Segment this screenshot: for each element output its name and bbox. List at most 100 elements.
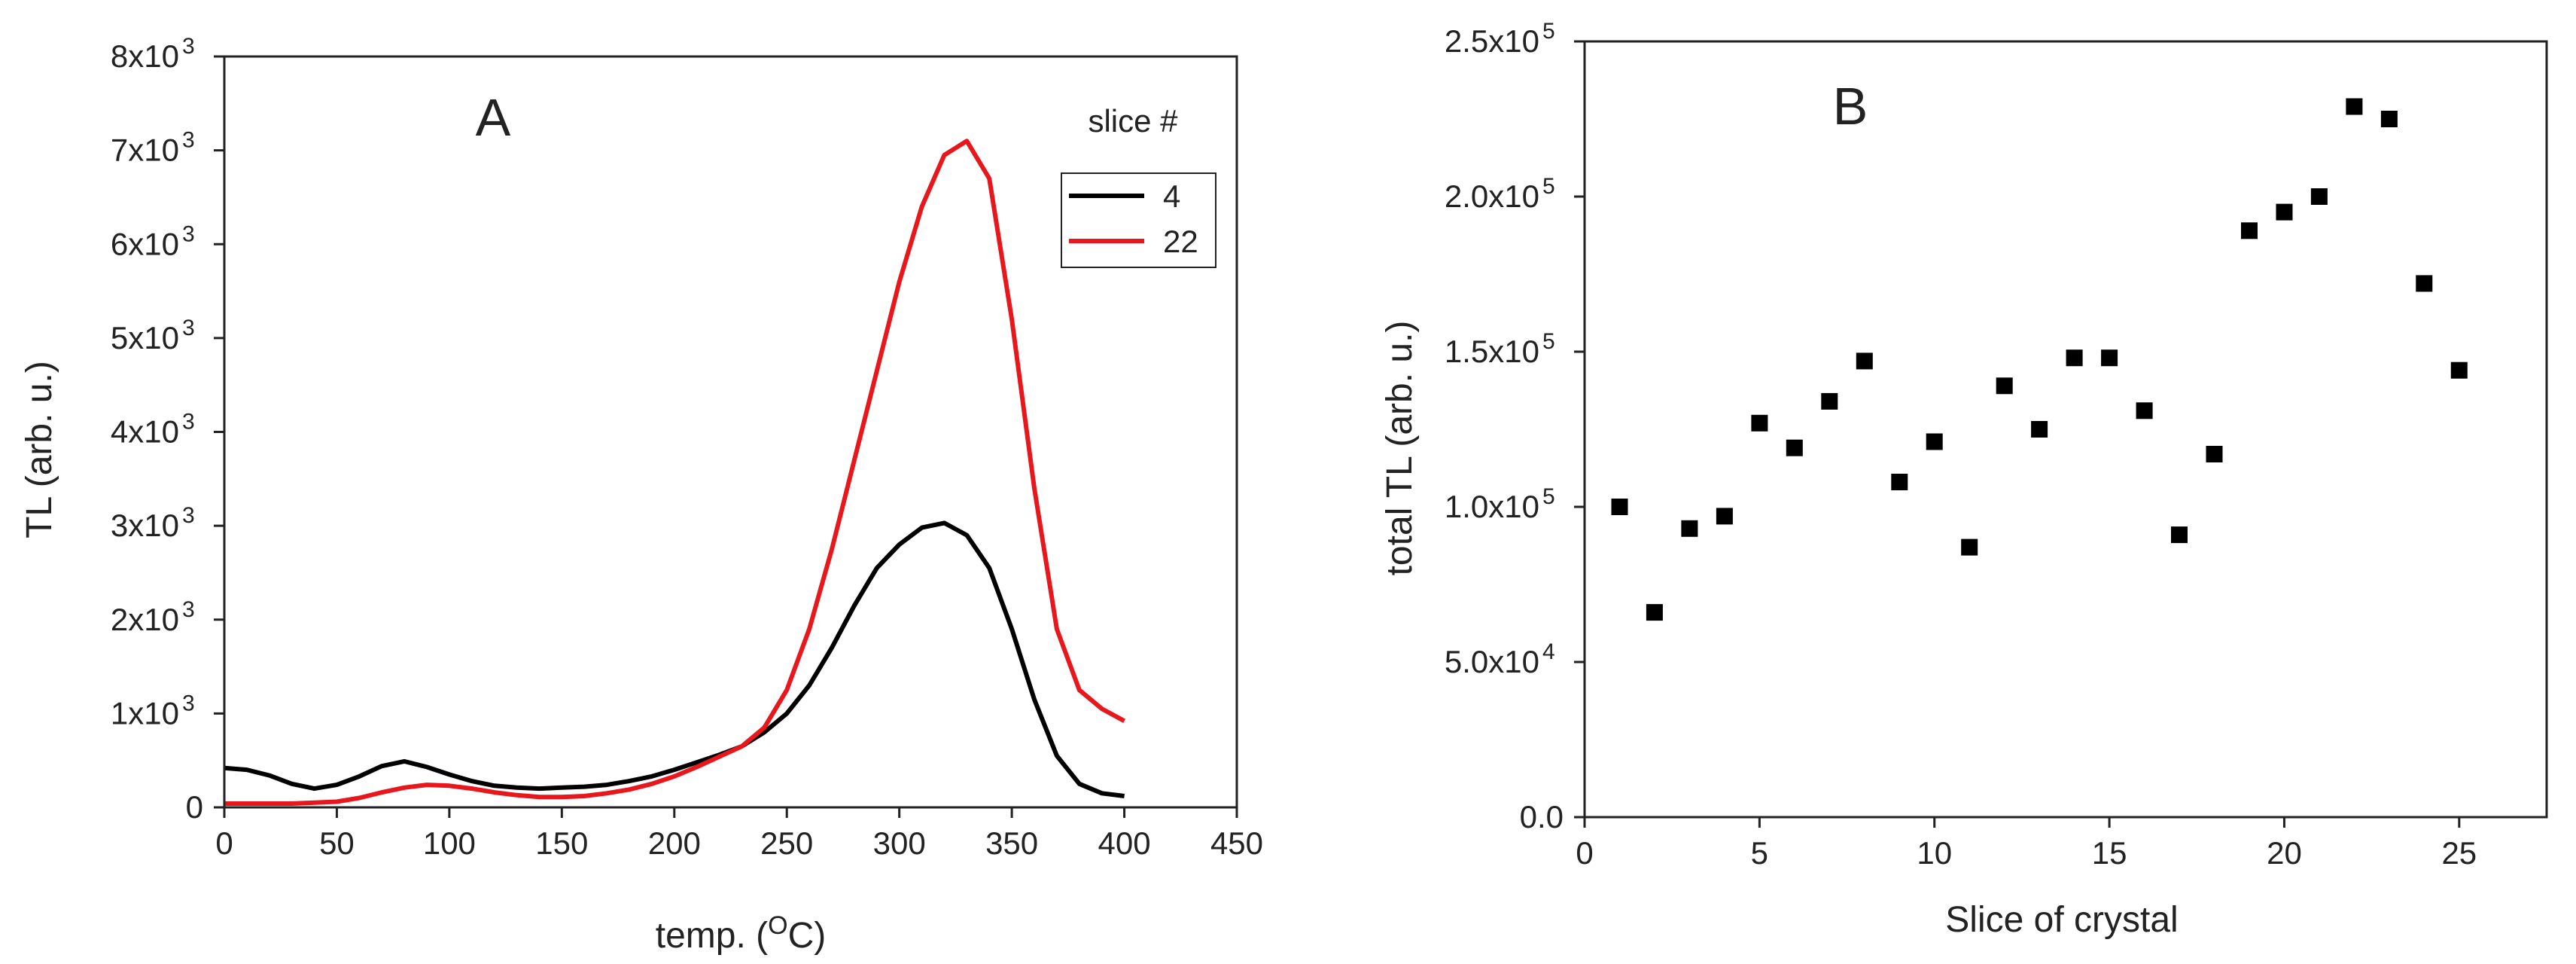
- panel-a-x-axis-label-tail: C): [788, 916, 827, 956]
- series-line-4: [224, 520, 1125, 798]
- panel-b-y-tick-label: 1.0x10: [1445, 489, 1539, 524]
- legend-title: slice #: [1088, 103, 1178, 139]
- panel-a-y-tick-label-base: 2x10: [111, 602, 179, 637]
- scatter-point: [1751, 414, 1768, 432]
- panel-a-y-tick-label-base: 4x10: [111, 414, 179, 450]
- panel-b-y-tick-exponent: 5: [1542, 174, 1555, 199]
- panel-b-x-tick-label: 5: [1751, 835, 1768, 871]
- panel-a-y-tick-exponent: 3: [182, 691, 195, 715]
- scatter-point: [2380, 111, 2398, 127]
- panel-b-x-axis: 0 5 10 15 20 25: [1576, 817, 2477, 871]
- panel-b-y-tick-exponent: 4: [1542, 639, 1555, 664]
- scatter-point: [1646, 604, 1663, 621]
- panel-a-x-axis-label-sup: O: [768, 911, 787, 940]
- panel-a-x-tick-label: 0: [215, 825, 233, 861]
- panel-a-x-axis-label: temp. (OC): [656, 911, 826, 956]
- panel-a-plot: [224, 139, 1126, 806]
- series-line-22: [224, 139, 1126, 806]
- panel-b-y-tick-exponent: 5: [1542, 484, 1555, 509]
- scatter-point: [2346, 98, 2363, 115]
- panel-a-y-tick-label: 6x10: [111, 226, 179, 261]
- panel-b-y-tick-label-base: 2.5x10: [1445, 23, 1539, 59]
- panel-a-y-tick-label-base: 6x10: [111, 226, 179, 261]
- panel-a-y-tick-label: 7x10: [111, 133, 179, 168]
- legend-box: [1061, 172, 1216, 268]
- scatter-point: [2101, 349, 2118, 367]
- scatter-point: [2310, 188, 2328, 205]
- panel-b-x-tick-label: 10: [1917, 835, 1952, 871]
- panel-a-y-tick-exponent: 3: [182, 128, 195, 153]
- panel-a-y-tick-exponent: 3: [182, 597, 195, 622]
- panel-a-y-tick-exponent: 3: [182, 221, 195, 246]
- scatter-point: [1716, 508, 1733, 525]
- scatter-point: [1891, 474, 1908, 490]
- panel-a-x-tick-label: 200: [648, 825, 701, 861]
- scatter-point: [2416, 275, 2433, 292]
- panel-b-y-tick-label-base: 1.5x10: [1445, 334, 1539, 369]
- scatter-point: [1821, 392, 1838, 410]
- panel-a-y-tick-label-base: 5x10: [111, 320, 179, 355]
- panel-b-letter: B: [1833, 77, 1868, 136]
- panel-a-y-tick-label-base: 1x10: [111, 695, 179, 731]
- scatter-point: [2171, 526, 2188, 544]
- panel-a-x-tick-label: 150: [535, 825, 588, 861]
- panel-b-y-tick-label: 1.5x10: [1445, 334, 1539, 369]
- scatter-point: [2241, 222, 2258, 239]
- panel-a-y-tick-exponent: 3: [182, 410, 195, 435]
- panel-b-x-axis-label: Slice of crystal: [1945, 900, 2178, 940]
- panel-a-y-tick-label: 0: [186, 789, 203, 825]
- panel-b-x-tick-label: 20: [2267, 835, 2302, 871]
- scatter-point: [1856, 352, 1873, 370]
- scatter-point: [2206, 446, 2223, 462]
- panel-a-y-tick-label-base: 3x10: [111, 508, 179, 543]
- panel-b-y-tick-label: 2.5x10: [1445, 23, 1539, 59]
- scatter-point: [1611, 499, 1628, 515]
- scatter-point: [2450, 362, 2468, 379]
- panel-a-x-axis-label-main: temp. (: [656, 916, 768, 956]
- panel-a-y-tick-label: 4x10: [111, 414, 179, 450]
- legend-label-series-4: 4: [1163, 178, 1180, 214]
- scatter-point: [2066, 349, 2083, 367]
- panel-a-y-tick-label: 3x10: [111, 508, 179, 543]
- panel-a-y-tick-exponent: 3: [182, 503, 195, 528]
- panel-a-y-tick-exponent: 3: [182, 316, 195, 340]
- panel-b-y-axis-label: total TL (arb. u.): [1380, 321, 1420, 576]
- panel-b-y-tick-label-base: 2.0x10: [1445, 178, 1539, 214]
- panel-a-y-axis-label: TL (arb. u.): [20, 361, 59, 538]
- panel-a-x-tick-label: 450: [1210, 825, 1263, 861]
- panel-a-y-tick-label-base: 7x10: [111, 133, 179, 168]
- panel-b-y-tick-label-base: 1.0x10: [1445, 489, 1539, 524]
- scatter-point: [2136, 402, 2153, 419]
- scatter-point: [1996, 377, 2013, 395]
- panel-b-x-tick-label: 0: [1576, 835, 1593, 871]
- panel-a-y-tick-exponent: 3: [182, 34, 195, 59]
- panel-a-y-tick-label: 8x10: [111, 38, 179, 74]
- panel-b-y-tick-label: 0.0: [1520, 799, 1564, 834]
- scatter-point: [2031, 421, 2048, 438]
- scatter-point: [1926, 433, 1943, 450]
- panel-a-x-tick-label: 50: [319, 825, 355, 861]
- panel-b-y-tick-label-base: 0.0: [1520, 799, 1564, 834]
- panel-a-y-tick-label: 5x10: [111, 320, 179, 355]
- panel-b-plot: [1611, 98, 2468, 621]
- panel-a-y-tick-label-base: 8x10: [111, 38, 179, 74]
- panel-b: 0.05.0x10 41.0x10 51.5x10 52.0x10 52.5x10 5 0…: [1380, 19, 2548, 940]
- scatter-point: [1681, 520, 1698, 537]
- panel-a-y-tick-label: 1x10: [111, 695, 179, 731]
- panel-a-x-tick-label: 250: [760, 825, 813, 861]
- scatter-point: [1786, 439, 1803, 456]
- scatter-point: [1961, 538, 1978, 556]
- panel-b-x-tick-label: 15: [2092, 835, 2127, 871]
- panel-a-x-tick-label: 400: [1098, 825, 1151, 861]
- panel-a-letter: A: [476, 88, 511, 147]
- panel-b-y-tick-label: 2.0x10: [1445, 178, 1539, 214]
- panel-a-y-tick-label-base: 0: [186, 789, 203, 825]
- panel-b-y-axis: 0.05.0x10 41.0x10 51.5x10 52.0x10 52.5x10 5: [1445, 19, 1585, 834]
- panel-b-x-tick-label: 25: [2441, 835, 2477, 871]
- panel-b-plot-frame: [1583, 40, 2548, 819]
- panel-a-legend: slice # 4 22: [1061, 103, 1216, 268]
- panel-a-x-tick-label: 350: [985, 825, 1038, 861]
